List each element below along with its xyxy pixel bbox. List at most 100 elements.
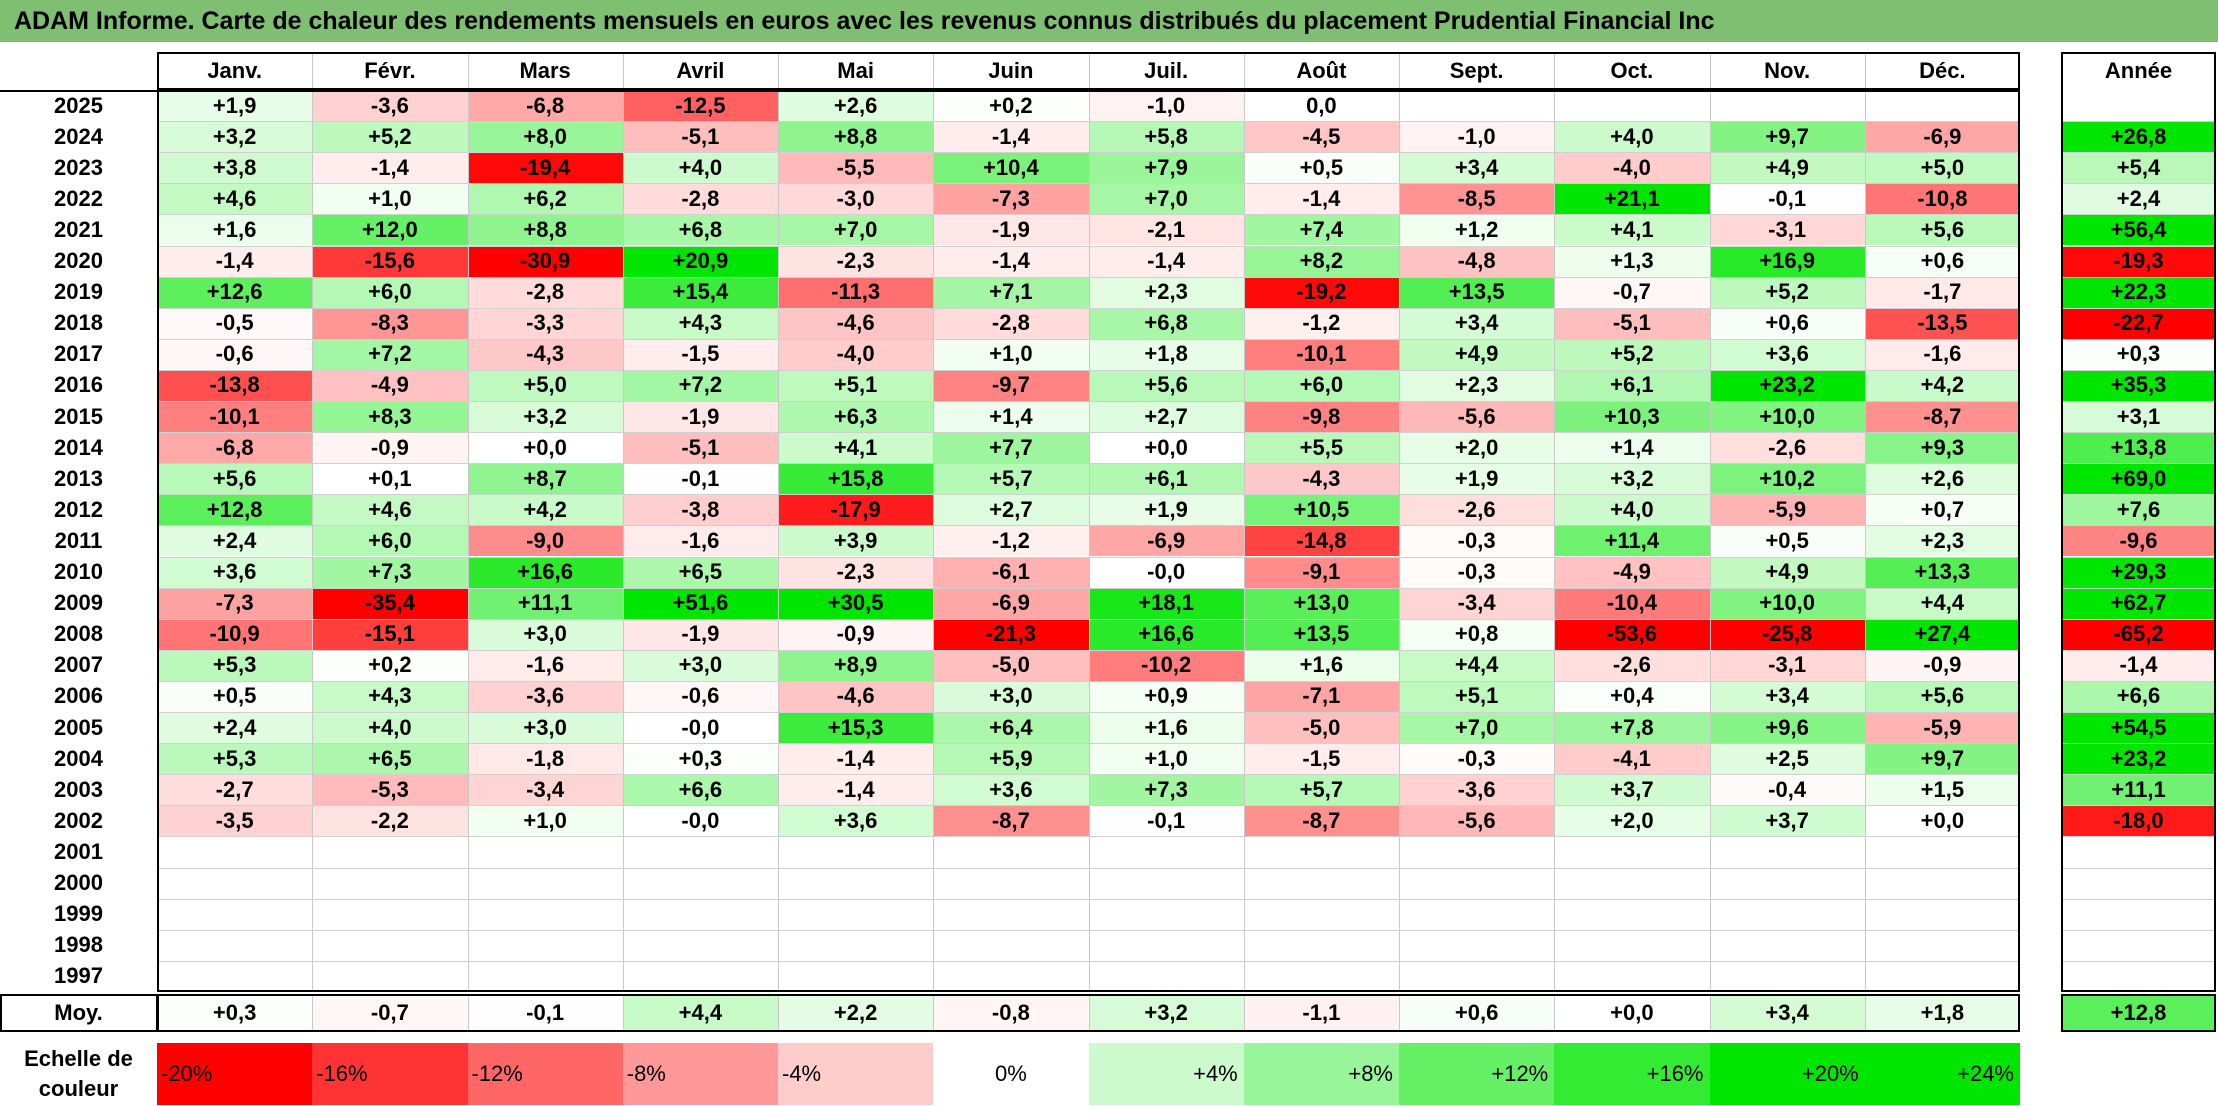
heatmap-cell: +4,6 <box>157 183 313 215</box>
heatmap-cell: +4,2 <box>1864 369 2020 401</box>
heatmap-cell: +6,5 <box>622 556 778 588</box>
year-label: 2007 <box>54 652 103 678</box>
color-scale-stop: +20% <box>1709 1043 1865 1105</box>
heatmap-cell <box>1243 867 1399 899</box>
heatmap-cell: +3,6 <box>933 774 1089 806</box>
heatmap-cell: +4,0 <box>1554 121 1710 153</box>
heatmap-cell: +0,4 <box>1554 680 1710 712</box>
heatmap-cell: +7,3 <box>312 556 468 588</box>
annual-cell: -1,4 <box>2061 649 2216 681</box>
heatmap-cell: +7,4 <box>1243 214 1399 246</box>
year-label: 2012 <box>54 496 103 522</box>
heatmap-cell: -0,4 <box>1709 774 1865 806</box>
annual-cell: -22,7 <box>2061 307 2216 339</box>
heatmap-cell: -2,6 <box>1554 649 1710 681</box>
heatmap-cell: +10,2 <box>1709 463 1865 495</box>
heatmap-cell: +5,9 <box>933 743 1089 775</box>
heatmap-cell: -0,5 <box>157 307 313 339</box>
heatmap-cell <box>622 898 778 930</box>
grid-line <box>2061 370 2216 371</box>
heatmap-cell <box>1864 867 2020 899</box>
year-label: 2015 <box>54 403 103 429</box>
heatmap-cell: -10,9 <box>157 618 313 650</box>
annual-cell <box>2061 929 2216 961</box>
grid-line <box>2061 805 2216 806</box>
average-cell: -1,1 <box>1243 994 1399 1032</box>
heatmap-cell: +3,7 <box>1554 774 1710 806</box>
heatmap-cell: +1,4 <box>1554 432 1710 464</box>
heatmap-cell: +20,9 <box>622 245 778 277</box>
heatmap-cell <box>933 929 1089 961</box>
heatmap-cell: +2,6 <box>778 90 934 122</box>
heatmap-cell: +4,1 <box>778 432 934 464</box>
heatmap-cell: -1,4 <box>1243 183 1399 215</box>
heatmap-cell: +12,0 <box>312 214 468 246</box>
heatmap-cell: -15,1 <box>312 618 468 650</box>
heatmap-cell: +7,0 <box>778 214 934 246</box>
heatmap-cell: -9,7 <box>933 369 1089 401</box>
annual-cell: +13,8 <box>2061 432 2216 464</box>
annual-cell: +6,6 <box>2061 680 2216 712</box>
grid-line <box>2061 836 2216 837</box>
month-header: Févr. <box>364 58 416 83</box>
heatmap-cell: -6,8 <box>467 90 623 122</box>
heatmap-cell: -7,3 <box>157 587 313 619</box>
annual-cell: +11,1 <box>2061 774 2216 806</box>
heatmap-cell <box>933 960 1089 992</box>
heatmap-cell <box>622 836 778 868</box>
color-scale-label-line2: couleur <box>38 1076 119 1101</box>
year-label: 2001 <box>54 838 103 864</box>
heatmap-cell: +6,0 <box>1243 369 1399 401</box>
heatmap-cell: +6,6 <box>622 774 778 806</box>
heatmap-cell <box>622 929 778 961</box>
grid-line <box>157 588 2020 589</box>
heatmap-cell: +1,9 <box>1088 494 1244 526</box>
color-scale-stop: -20% <box>157 1043 313 1105</box>
grid-line <box>1554 994 1555 1032</box>
heatmap-cell: +8,9 <box>778 649 934 681</box>
year-label: 2004 <box>54 745 103 771</box>
grid-line <box>157 121 2020 122</box>
heatmap-cell: -2,8 <box>933 307 1089 339</box>
annual-cell: -9,6 <box>2061 525 2216 557</box>
heatmap-cell: +5,6 <box>1864 680 2020 712</box>
heatmap-cell: -1,6 <box>622 525 778 557</box>
grid-line <box>1244 52 1245 992</box>
annual-cell: +5,4 <box>2061 152 2216 184</box>
grid-line <box>157 183 2020 184</box>
heatmap-cell: -3,5 <box>157 805 313 837</box>
heatmap-cell: +21,1 <box>1554 183 1710 215</box>
heatmap-cell: +6,8 <box>1088 307 1244 339</box>
heatmap-cell <box>933 898 1089 930</box>
heatmap-cell: -5,5 <box>778 152 934 184</box>
heatmap-cell <box>157 960 313 992</box>
heatmap-cell: +3,4 <box>1399 307 1555 339</box>
heatmap-cell <box>1709 929 1865 961</box>
grid-line <box>157 463 2020 464</box>
heatmap-cell: +10,0 <box>1709 401 1865 433</box>
color-scale-stop: -4% <box>778 1043 934 1105</box>
heatmap-cell: -1,4 <box>778 774 934 806</box>
heatmap-cell: -10,4 <box>1554 587 1710 619</box>
heatmap-cell: -4,6 <box>778 680 934 712</box>
grid-line <box>623 52 624 992</box>
heatmap-cell: -1,4 <box>933 121 1089 153</box>
heatmap-cell <box>1243 836 1399 868</box>
year-label: 2002 <box>54 807 103 833</box>
heatmap-cell: +4,0 <box>622 152 778 184</box>
grid-line <box>157 525 2020 526</box>
grid-line <box>2061 277 2216 278</box>
grid-line <box>312 52 313 992</box>
heatmap-cell: -6,9 <box>933 587 1089 619</box>
grid-line <box>157 339 2020 340</box>
year-label: 2009 <box>54 590 103 616</box>
heatmap-cell: -2,8 <box>467 276 623 308</box>
grid-line <box>2061 868 2216 869</box>
heatmap-cell: +7,9 <box>1088 152 1244 184</box>
heatmap-cell <box>778 836 934 868</box>
heatmap-cell: -0,3 <box>1399 525 1555 557</box>
heatmap-cell: +2,4 <box>157 712 313 744</box>
heatmap-cell <box>1088 836 1244 868</box>
year-label: 2020 <box>54 248 103 274</box>
heatmap-cell: +6,8 <box>622 214 778 246</box>
